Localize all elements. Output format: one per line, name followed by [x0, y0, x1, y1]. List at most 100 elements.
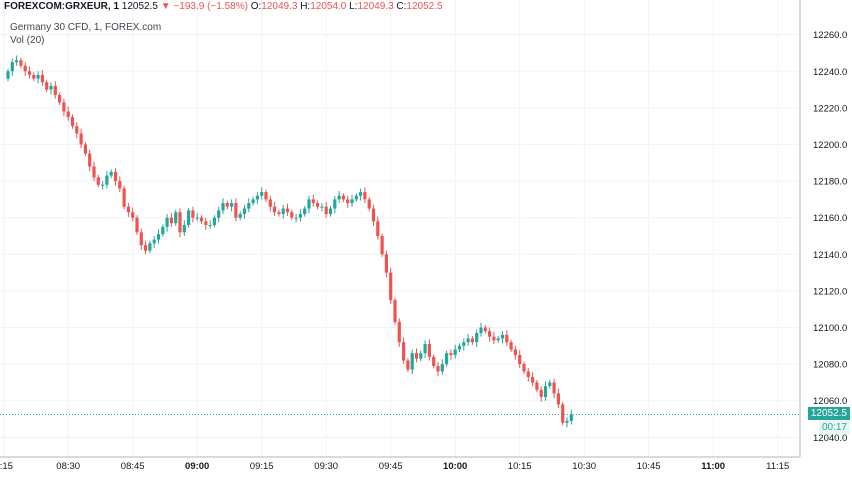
candle-body	[19, 60, 23, 66]
candle-body	[436, 365, 440, 372]
candle	[440, 359, 444, 376]
candle-body	[182, 225, 186, 233]
candle	[462, 338, 466, 351]
candle-body	[285, 208, 290, 213]
candle	[354, 193, 358, 202]
candle-body	[96, 177, 100, 185]
candle	[389, 267, 393, 304]
symbol-name[interactable]: FOREXCOM:GRXEUR, 1	[4, 1, 120, 12]
candle-body	[268, 199, 272, 207]
candle-body	[509, 342, 513, 350]
chart-grid	[0, 0, 800, 457]
candles	[6, 55, 573, 428]
candle-body	[543, 386, 548, 398]
candle	[290, 209, 294, 221]
candle-body	[402, 342, 406, 361]
candle	[333, 195, 337, 214]
candle-body	[79, 133, 83, 145]
high-label: H:	[300, 1, 311, 12]
high-value: 12054.0	[310, 1, 347, 12]
candle-body	[518, 354, 522, 365]
candle-body	[49, 85, 53, 90]
candle-body	[359, 192, 363, 196]
candle-body	[62, 102, 66, 112]
candle	[513, 345, 517, 360]
candle-body	[156, 234, 161, 240]
candle	[109, 169, 113, 179]
candle-body	[303, 208, 307, 215]
candle	[423, 340, 427, 358]
candle	[40, 70, 44, 86]
symbol-legend[interactable]: FOREXCOM:GRXEUR, 1 12052.5 ▼ −193.9 (−1.…	[4, 1, 443, 12]
candle-body	[367, 199, 371, 209]
candle	[27, 66, 32, 79]
candle-body	[148, 243, 152, 251]
candle	[161, 224, 165, 237]
low-value: 12049.3	[357, 1, 394, 12]
candle-body	[70, 117, 75, 127]
candle	[298, 209, 302, 222]
candle-body	[479, 327, 483, 334]
price-change: −193.9 (−1.58%)	[173, 1, 248, 12]
candle-body	[92, 166, 96, 178]
candle	[376, 216, 380, 240]
candle	[251, 196, 255, 206]
candle-body	[406, 360, 410, 370]
candle	[264, 189, 268, 202]
candle	[6, 68, 10, 82]
y-tick-label: 12180.0	[813, 177, 847, 188]
candle	[380, 233, 384, 257]
x-tick-label: 11:00	[701, 461, 725, 472]
current-price-tag: 12052.5	[807, 407, 850, 421]
open-label: O:	[250, 1, 262, 12]
candle	[277, 209, 281, 217]
candle-body	[535, 382, 539, 390]
candle	[488, 327, 492, 342]
candle-body	[122, 188, 126, 207]
candle-body	[199, 217, 204, 222]
candle-body	[311, 199, 315, 204]
candle-body	[230, 203, 234, 207]
candle-body	[552, 382, 556, 394]
candle-body	[195, 217, 199, 219]
candle	[535, 379, 539, 393]
candle-body	[135, 217, 139, 233]
candle	[148, 240, 152, 254]
candle-body	[15, 60, 19, 63]
time-axis[interactable]: 8:15 08:30 08:45 09:00 09:15 09:30 09:45 10:00 1…	[0, 456, 800, 472]
candle	[131, 207, 135, 222]
candle	[311, 194, 315, 207]
candle	[569, 409, 573, 425]
candle-body	[449, 353, 453, 355]
candle	[36, 71, 40, 84]
candle	[285, 203, 290, 216]
candle-body	[307, 199, 311, 209]
price-axis[interactable]: 12040.0 12060.0 12080.0 12100.0 12120.0 12140…	[799, 0, 847, 457]
candle-body	[191, 210, 195, 218]
candle	[457, 343, 462, 353]
candle	[66, 106, 70, 121]
candle	[208, 220, 212, 229]
candle	[45, 79, 49, 93]
candle-body	[247, 203, 251, 209]
candle	[19, 57, 23, 69]
volume-indicator-label[interactable]: Vol (20)	[10, 35, 45, 46]
candle	[169, 212, 173, 227]
candle	[79, 128, 83, 149]
candle	[393, 297, 397, 325]
candle-body	[169, 217, 173, 224]
x-tick-label: 09:45	[379, 461, 403, 472]
candle	[260, 187, 264, 200]
x-tick-label: 09:30	[314, 461, 338, 472]
candle	[561, 401, 565, 426]
bar-countdown: 00:17	[818, 421, 850, 435]
candle-body	[432, 356, 436, 366]
candle	[509, 339, 513, 353]
candle	[367, 196, 371, 212]
candle-body	[354, 195, 358, 200]
candle	[126, 203, 130, 217]
candle-body	[371, 208, 376, 222]
y-tick-label: 12100.0	[813, 323, 847, 334]
candle	[165, 214, 169, 232]
